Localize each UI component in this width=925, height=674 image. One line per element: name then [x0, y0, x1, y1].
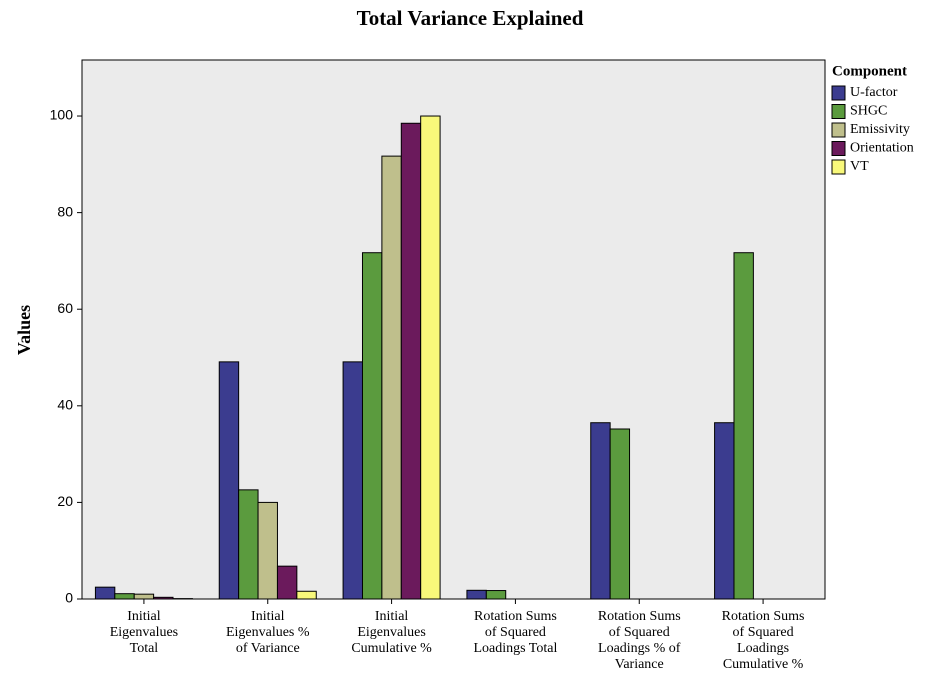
legend-title: Component	[832, 63, 907, 79]
bar	[485, 590, 507, 600]
legend-label: VT	[850, 159, 869, 174]
bar	[466, 589, 487, 600]
bar	[590, 422, 611, 600]
bar	[381, 155, 402, 600]
bar	[114, 593, 135, 600]
x-tick-label: Initial Eigenvalues % of Variance	[226, 609, 310, 656]
x-tick-label: Initial Eigenvalues Total	[110, 609, 178, 656]
bar	[238, 489, 259, 600]
legend-label: SHGC	[850, 104, 887, 119]
bar	[714, 422, 735, 600]
bar	[609, 428, 631, 600]
legend-label: Orientation	[850, 141, 914, 156]
y-tick-label: 60	[57, 300, 73, 316]
bar	[94, 586, 116, 600]
y-tick-label: 80	[57, 203, 73, 219]
bar	[153, 596, 174, 600]
y-axis-title: Values	[14, 305, 34, 355]
legend-swatch	[831, 159, 846, 175]
legend-swatch	[831, 85, 846, 101]
bar	[400, 122, 422, 600]
plot-area	[81, 59, 826, 600]
legend-swatch	[831, 141, 846, 156]
bar	[276, 565, 298, 600]
bar	[420, 115, 441, 600]
y-tick-label: 40	[57, 397, 73, 413]
bar	[733, 252, 754, 600]
legend-swatch	[831, 122, 846, 138]
legend-label: U-factor	[850, 85, 898, 100]
bar	[361, 252, 383, 600]
chart-title: Total Variance Explained	[357, 6, 584, 30]
bar	[218, 361, 240, 600]
legend-label: Emissivity	[850, 122, 910, 137]
y-tick-label: 20	[57, 493, 73, 509]
bar	[342, 361, 363, 600]
y-tick-label: 0	[65, 590, 73, 606]
legend-swatch	[831, 104, 846, 119]
x-tick-label: Initial Eigenvalues Cumulative %	[351, 609, 432, 656]
x-tick-label: Rotation Sums of Squared Loadings Cumulativ…	[722, 609, 805, 672]
bar	[133, 593, 155, 600]
x-tick-label: Rotation Sums of Squared Loadings Total	[473, 609, 557, 656]
x-tick-label: Rotation Sums of Squared Loadings % of Vari…	[598, 609, 681, 672]
y-tick-label: 100	[50, 107, 74, 123]
bar	[296, 590, 317, 600]
bar	[257, 501, 278, 600]
